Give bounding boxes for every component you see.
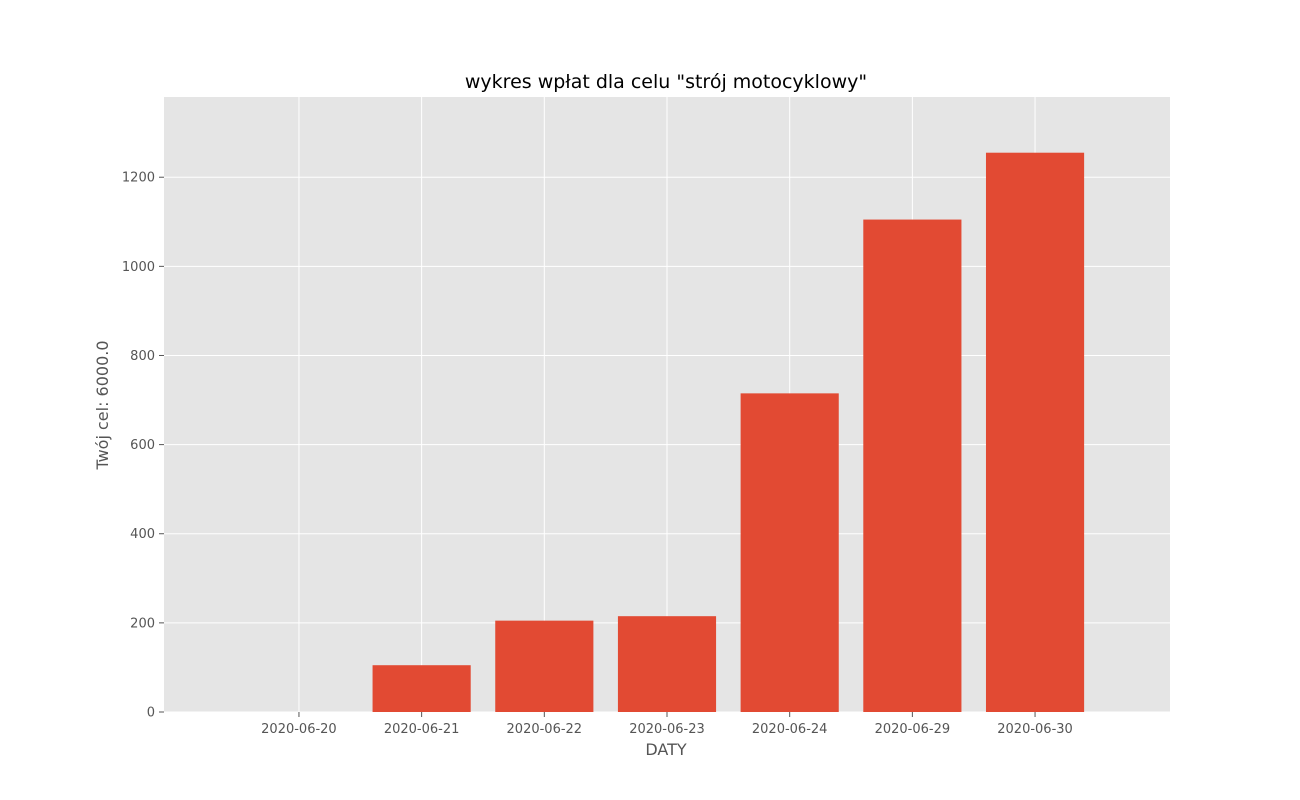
bar-2020-06-21	[372, 665, 471, 712]
bar-2020-06-23	[617, 616, 717, 712]
y-tick-labels: 0 200 400 600 800 1000 1200	[122, 171, 164, 721]
x-tick-label: 2020-06-21	[384, 722, 460, 737]
bar-2020-06-30	[985, 152, 1085, 712]
x-tick-label: 2020-06-20	[261, 722, 337, 737]
chart-title: wykres wpłat dla celu "strój motocyklowy…	[465, 71, 867, 93]
bar-2020-06-24	[740, 393, 839, 712]
y-tick-label: 1200	[122, 171, 155, 186]
x-tick-label: 2020-06-29	[875, 722, 951, 737]
bars	[372, 152, 1085, 712]
y-tick-label: 1000	[122, 260, 155, 275]
x-tick-labels: 2020-06-20 2020-06-21 2020-06-22 2020-06-23…	[261, 712, 1073, 737]
x-tick-label: 2020-06-23	[629, 722, 705, 737]
y-tick-label: 200	[130, 616, 155, 631]
y-tick-label: 800	[130, 349, 155, 364]
y-axis-label: Twój cel: 6000.0	[93, 340, 112, 470]
x-tick-label: 2020-06-24	[752, 722, 828, 737]
bar-2020-06-29	[863, 219, 962, 712]
y-tick-label: 400	[130, 527, 155, 542]
y-tick-label: 0	[147, 706, 155, 721]
x-axis-label: DATY	[645, 740, 687, 759]
y-tick-label: 600	[130, 438, 155, 453]
x-tick-label: 2020-06-30	[997, 722, 1073, 737]
x-tick-label: 2020-06-22	[507, 722, 583, 737]
bar-2020-06-22	[495, 620, 594, 712]
